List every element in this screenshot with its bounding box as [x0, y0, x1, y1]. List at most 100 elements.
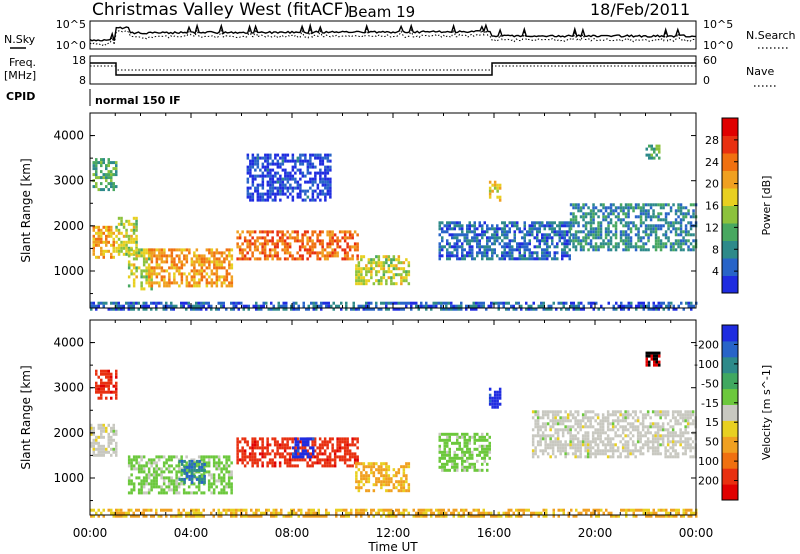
heatmap-cell	[105, 243, 108, 247]
heatmap-cell	[273, 443, 277, 447]
heatmap-cell	[501, 221, 504, 225]
heatmap-cell	[619, 413, 622, 417]
heatmap-cell	[350, 508, 353, 512]
heatmap-cell	[466, 242, 469, 246]
heatmap-cell	[276, 159, 280, 163]
heatmap-cell	[377, 255, 381, 259]
heatmap-cell	[438, 224, 441, 228]
heatmap-cell	[130, 479, 133, 483]
heatmap-cell	[548, 224, 551, 228]
heatmap-cell	[132, 488, 136, 492]
heatmap-cell	[465, 304, 468, 308]
heatmap-cell	[289, 177, 292, 181]
heatmap-cell	[596, 434, 600, 438]
heatmap-cell	[581, 443, 585, 447]
heatmap-cell	[150, 488, 153, 492]
heatmap-cell	[92, 164, 95, 168]
heatmap-cell	[187, 304, 190, 308]
heatmap-cell	[95, 185, 98, 189]
heatmap-cell	[503, 227, 506, 231]
heatmap-cell	[387, 276, 391, 280]
heatmap-cell	[460, 514, 463, 518]
heatmap-cell	[318, 452, 322, 456]
heatmap-cell	[659, 245, 663, 249]
heatmap-cell	[405, 477, 408, 481]
heatmap-cell	[215, 455, 218, 459]
heatmap-cell	[145, 461, 148, 465]
heatmap-cell	[311, 189, 315, 193]
heatmap-cell	[112, 301, 115, 305]
heatmap-cell	[137, 514, 140, 518]
heatmap-cell	[601, 449, 605, 453]
heatmap-cell	[674, 431, 677, 435]
heatmap-cell	[362, 279, 366, 283]
heatmap-cell	[548, 254, 551, 258]
heatmap-cell	[195, 257, 199, 261]
heatmap-cell	[150, 269, 154, 273]
heatmap-cell	[597, 230, 600, 234]
heatmap-cell	[596, 413, 600, 417]
heatmap-cell	[145, 251, 148, 255]
heatmap-cell	[301, 159, 305, 163]
heatmap-cell	[506, 230, 509, 234]
heatmap-cell	[443, 432, 446, 436]
heatmap-cell	[410, 301, 413, 305]
heatmap-cell	[654, 440, 657, 444]
heatmap-cell	[311, 233, 314, 237]
heatmap-cell	[523, 227, 526, 231]
heatmap-cell	[326, 251, 329, 255]
heatmap-cell	[152, 514, 155, 518]
heatmap-cell	[306, 189, 310, 193]
heatmap-cell	[326, 186, 330, 190]
heatmap-cell	[582, 307, 585, 311]
heatmap-cell	[664, 233, 668, 237]
heatmap-cell	[251, 153, 255, 157]
heatmap-cell	[456, 254, 459, 258]
heatmap-cell	[292, 452, 295, 456]
heatmap-cell	[345, 511, 348, 515]
heatmap-cell	[541, 422, 545, 426]
heatmap-cell	[651, 410, 655, 414]
heatmap-cell	[440, 307, 443, 311]
heatmap-cell	[115, 387, 118, 391]
heatmap-cell	[100, 453, 103, 457]
heatmap-cell	[601, 452, 605, 456]
heatmap-cell	[274, 195, 277, 199]
heatmap-cell	[256, 174, 260, 178]
heatmap-cell	[586, 425, 590, 429]
heatmap-cell	[110, 396, 113, 400]
heatmap-cell	[130, 514, 133, 518]
heatmap-cell	[662, 245, 665, 249]
heatmap-cell	[453, 221, 456, 225]
heatmap-cell	[167, 458, 171, 462]
heatmap-cell	[150, 508, 153, 512]
heatmap-cell	[140, 482, 143, 486]
heatmap-cell	[276, 446, 279, 450]
heatmap-cell	[640, 301, 643, 305]
heatmap-cell	[503, 224, 506, 228]
heatmap-cell	[92, 429, 95, 433]
heatmap-cell	[353, 443, 357, 447]
heatmap-cell	[451, 456, 454, 460]
heatmap-cell	[569, 440, 572, 444]
heatmap-cell	[251, 162, 255, 166]
heatmap-cell	[246, 186, 250, 190]
heatmap-cell	[601, 422, 605, 426]
heatmap-cell	[568, 236, 571, 240]
heatmap-cell	[120, 307, 123, 311]
heatmap-cell	[563, 233, 566, 237]
heatmap-cell	[257, 508, 260, 512]
heatmap-cell	[200, 263, 204, 267]
heatmap-cell	[601, 425, 605, 429]
heatmap-cell	[163, 254, 166, 258]
heatmap-cell	[619, 218, 623, 222]
heatmap-cell	[142, 485, 146, 489]
heatmap-cell	[563, 239, 566, 243]
heatmap-cell	[624, 434, 627, 438]
heatmap-cell	[100, 237, 103, 241]
heatmap-cell	[620, 304, 623, 308]
heatmap-cell	[523, 224, 526, 228]
heatmap-cell	[243, 455, 247, 459]
heatmap-cell	[236, 446, 239, 450]
heatmap-cell	[107, 228, 110, 232]
